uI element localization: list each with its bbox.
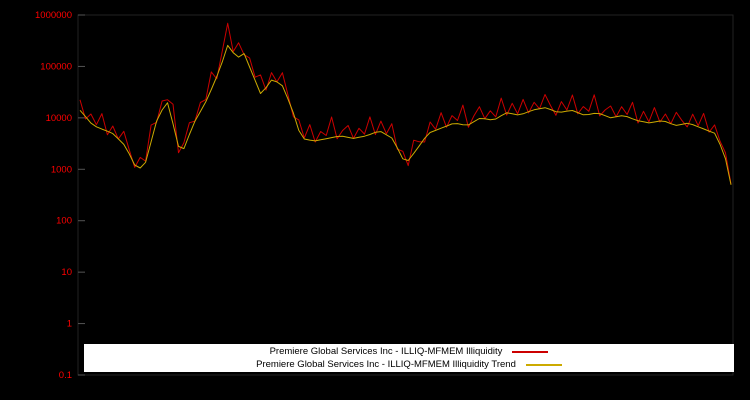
y-tick-label: 1000 <box>51 164 72 175</box>
legend-item-illiquidity: Premiere Global Services Inc - ILLIQ-MFM… <box>84 345 734 358</box>
legend-line-sample <box>525 363 562 366</box>
legend-label: Premiere Global Services Inc - ILLIQ-MFM… <box>256 359 516 370</box>
legend-item-illiquidity-trend: Premiere Global Services Inc - ILLIQ-MFM… <box>84 358 734 371</box>
y-tick-label: 10000 <box>46 113 72 124</box>
legend-line-sample <box>512 350 549 353</box>
legend-label: Premiere Global Services Inc - ILLIQ-MFM… <box>269 346 503 357</box>
series-line <box>79 44 732 185</box>
plot-border <box>77 14 734 376</box>
y-tick-label: 1000000 <box>35 10 72 21</box>
y-tick-label: 1 <box>67 319 72 330</box>
legend: Premiere Global Services Inc - ILLIQ-MFM… <box>84 344 734 372</box>
y-tick-label: 10 <box>61 267 72 278</box>
series-line <box>79 22 732 184</box>
y-tick-label: 0.1 <box>59 370 72 381</box>
y-tick-label: 100 <box>56 216 72 227</box>
y-tick-label: 100000 <box>40 61 72 72</box>
